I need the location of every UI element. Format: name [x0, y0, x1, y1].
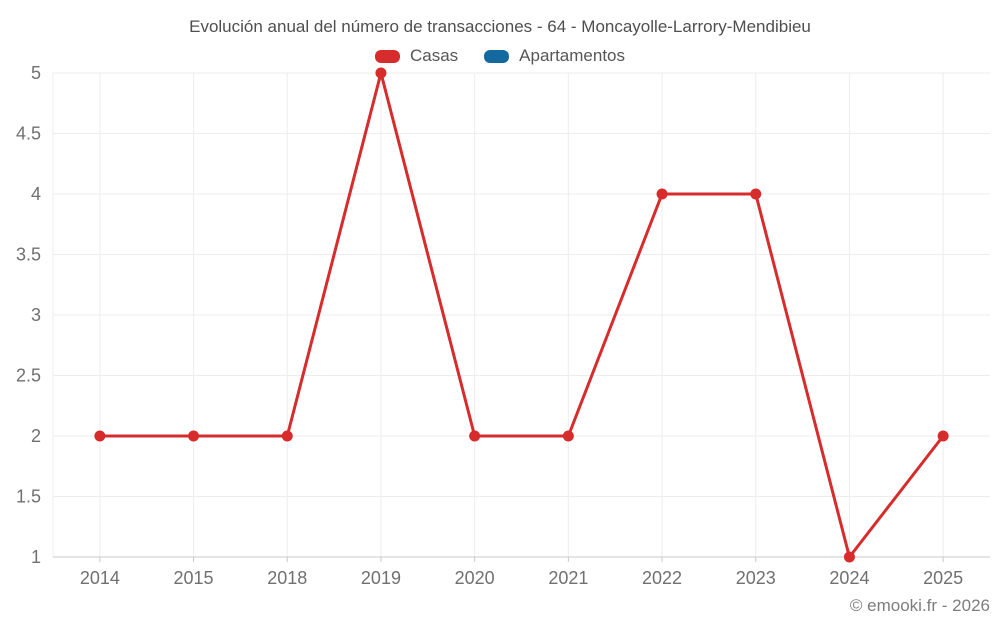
- x-axis-label: 2018: [267, 568, 307, 588]
- x-axis-label: 2021: [548, 568, 588, 588]
- legend-item-apartamentos[interactable]: Apartamentos: [484, 46, 625, 66]
- x-axis-label: 2019: [361, 568, 401, 588]
- casas-data-point[interactable]: [656, 188, 668, 200]
- y-axis-label: 5: [31, 63, 41, 83]
- y-axis-label: 3.5: [16, 245, 41, 265]
- legend-label-apartamentos: Apartamentos: [519, 46, 626, 65]
- y-axis-label: 4.5: [16, 124, 41, 144]
- casas-data-point[interactable]: [937, 430, 949, 442]
- y-axis-label: 4: [31, 184, 41, 204]
- y-axis-label: 2: [31, 426, 41, 446]
- chart-title: Evolución anual del número de transaccio…: [189, 17, 811, 36]
- x-axis-label: 2015: [174, 568, 214, 588]
- casas-data-point[interactable]: [94, 430, 106, 442]
- y-axis-label: 2.5: [16, 366, 41, 386]
- casas-series-line[interactable]: [98, 71, 945, 559]
- casas-data-point[interactable]: [843, 551, 855, 563]
- casas-data-point[interactable]: [375, 67, 387, 79]
- legend-label-casas: Casas: [409, 46, 459, 65]
- y-axis-label: 3: [31, 305, 41, 325]
- apartamentos-series-swatch-icon: [484, 49, 510, 63]
- x-axis-label: 2023: [736, 568, 776, 588]
- y-axis-label: 1: [31, 547, 41, 567]
- x-axis-label: 2020: [455, 568, 495, 588]
- casas-series-swatch-icon: [374, 49, 400, 63]
- watermark: © emooki.fr - 2026: [849, 596, 990, 615]
- x-axis-label: 2014: [80, 568, 120, 588]
- casas-data-point[interactable]: [562, 430, 574, 442]
- casas-data-point[interactable]: [750, 188, 762, 200]
- y-axis-label: 1.5: [16, 487, 41, 507]
- casas-data-point[interactable]: [281, 430, 293, 442]
- casas-data-point[interactable]: [188, 430, 200, 442]
- x-axis-label: 2025: [923, 568, 963, 588]
- x-axis-label: 2024: [829, 568, 869, 588]
- casas-data-point[interactable]: [469, 430, 481, 442]
- legend-item-casas[interactable]: Casas: [374, 46, 459, 66]
- x-axis-label: 2022: [642, 568, 682, 588]
- legend: Casas Apartamentos: [0, 46, 1000, 66]
